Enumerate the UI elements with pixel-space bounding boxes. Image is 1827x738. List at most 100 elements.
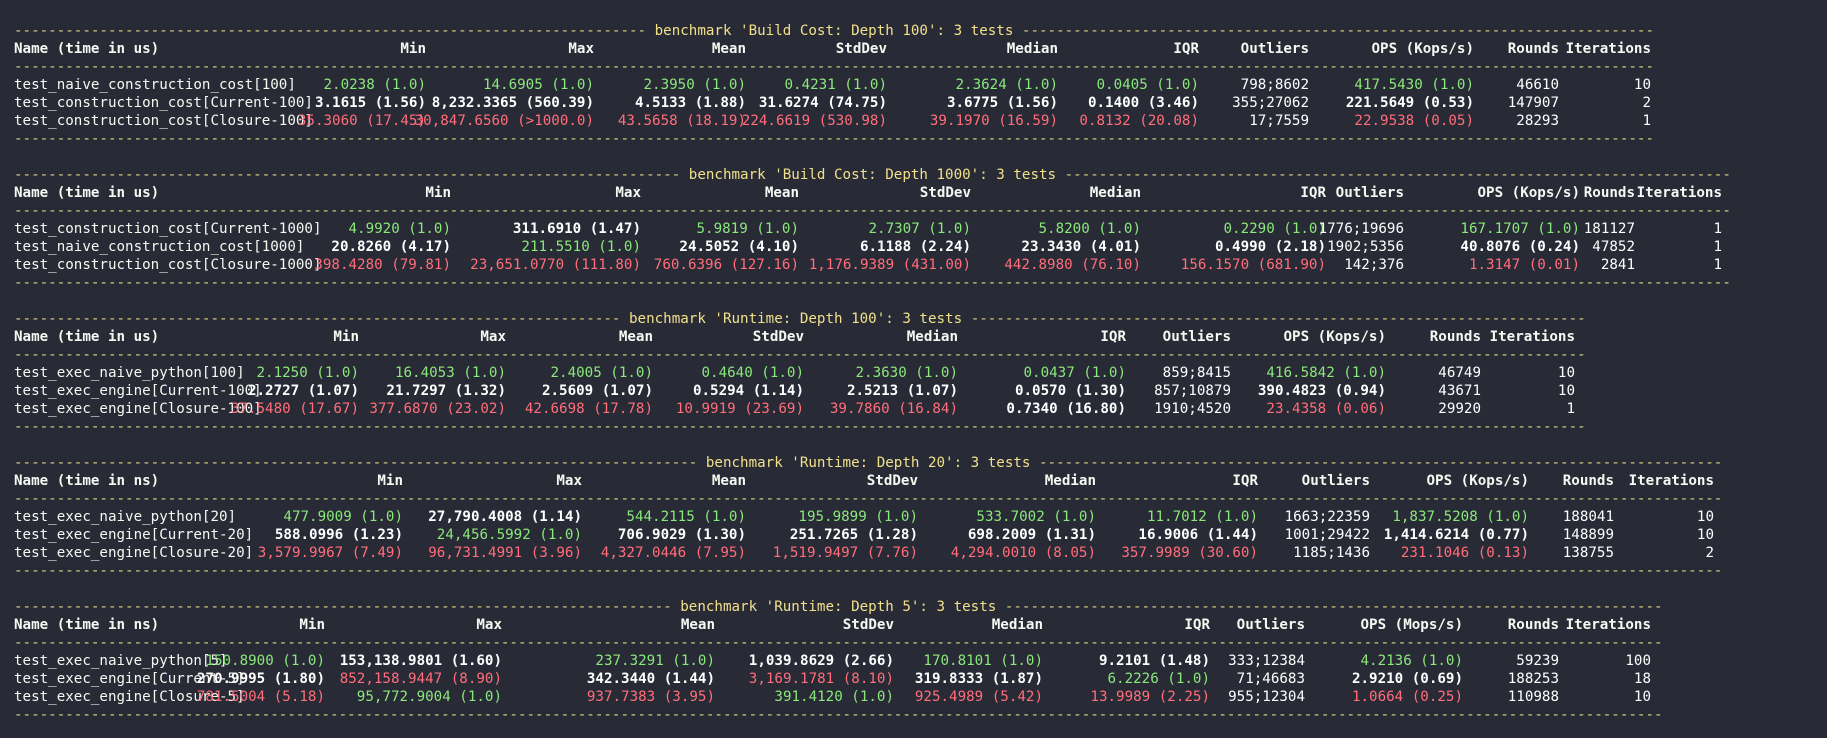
metric-value: 150.8900 (1.0) bbox=[205, 653, 325, 669]
metric-value: 43671 bbox=[1438, 383, 1481, 399]
column-header: Min bbox=[333, 329, 359, 345]
metric-value: 40.8076 (0.24) bbox=[1460, 239, 1580, 255]
metric-value: 59239 bbox=[1516, 653, 1559, 669]
column-header: Outliers bbox=[1162, 329, 1231, 345]
metric-value: 0.8132 (20.08) bbox=[1079, 113, 1199, 129]
metric-value: 442.8980 (76.10) bbox=[1004, 257, 1141, 273]
rule-right: ----------------------------------------… bbox=[1064, 167, 1731, 183]
metric-value: 1663;22359 bbox=[1284, 509, 1370, 525]
column-header: Median bbox=[1089, 185, 1141, 201]
metric-value: 0.4640 (1.0) bbox=[701, 365, 805, 381]
metric-value: 1 bbox=[1566, 401, 1575, 417]
table-header-row: Name (time in us) Min Max Mean StdDev Median I… bbox=[14, 184, 1736, 202]
benchmark-title: benchmark 'Runtime: Depth 20': 3 tests bbox=[697, 455, 1039, 471]
table-row: test_exec_engine[Closure-20] 3,579.9967 (… bbox=[14, 544, 1728, 562]
block-title-rule: ----------------------------------------… bbox=[14, 22, 1654, 40]
metric-value: 1001;29422 bbox=[1284, 527, 1370, 543]
metric-value: 2.9210 (0.69) bbox=[1351, 671, 1463, 687]
metric-value: 156.1570 (681.90) bbox=[1180, 257, 1326, 273]
metric-value: 11.7012 (1.0) bbox=[1146, 509, 1258, 525]
metric-value: 28293 bbox=[1516, 113, 1559, 129]
metric-value: 1.3147 (0.01) bbox=[1468, 257, 1580, 273]
metric-value: 1,039.8629 (2.66) bbox=[748, 653, 894, 669]
table-row: test_exec_engine[Current-5] 270.9995 (1.8… bbox=[14, 670, 1665, 688]
column-header: Rounds bbox=[1583, 185, 1635, 201]
metric-value: 10.9919 (23.69) bbox=[675, 401, 804, 417]
metric-value: 706.9029 (1.30) bbox=[617, 527, 746, 543]
metric-value: 142;376 bbox=[1344, 257, 1404, 273]
metric-value: 251.7265 (1.28) bbox=[789, 527, 918, 543]
column-header: OPS (Kops/s) bbox=[1426, 473, 1530, 489]
metric-value: 138755 bbox=[1562, 545, 1614, 561]
table-row: test_construction_cost[Closure-1000] 398.… bbox=[14, 256, 1736, 274]
metric-value: 10 bbox=[1633, 689, 1651, 705]
metric-value: 2.1250 (1.0) bbox=[256, 365, 360, 381]
metric-value: 23,651.0770 (111.80) bbox=[470, 257, 641, 273]
metric-value: 937.7383 (3.95) bbox=[586, 689, 715, 705]
metric-value: 16.9006 (1.44) bbox=[1138, 527, 1258, 543]
metric-value: 0.5294 (1.14) bbox=[692, 383, 804, 399]
metric-value: 188253 bbox=[1507, 671, 1559, 687]
metric-value: 23.3430 (4.01) bbox=[1021, 239, 1141, 255]
table-header-row: Name (time in ns) Min Max Mean StdDev Median I… bbox=[14, 616, 1665, 634]
column-header: OPS (Mops/s) bbox=[1360, 617, 1464, 633]
metric-value: 0.0405 (1.0) bbox=[1096, 77, 1200, 93]
test-name: test_exec_engine[Current-100] bbox=[14, 383, 262, 399]
metric-value: 22.9538 (0.05) bbox=[1354, 113, 1474, 129]
test-name: test_construction_cost[Current-1000] bbox=[14, 221, 322, 237]
test-name: test_exec_engine[Closure-5] bbox=[14, 689, 245, 705]
column-header: Outliers bbox=[1240, 41, 1309, 57]
metric-value: 17;7559 bbox=[1249, 113, 1309, 129]
metric-value: 153,138.9801 (1.60) bbox=[339, 653, 502, 669]
metric-value: 955;12304 bbox=[1228, 689, 1305, 705]
metric-value: 42.6698 (17.78) bbox=[524, 401, 653, 417]
column-header: Min bbox=[400, 41, 426, 57]
metric-value: 2.4005 (1.0) bbox=[550, 365, 654, 381]
metric-value: 23.4358 (0.06) bbox=[1266, 401, 1386, 417]
metric-value: 221.5649 (0.53) bbox=[1345, 95, 1474, 111]
table-header-row: Name (time in ns) Min Max Mean StdDev Median I… bbox=[14, 472, 1728, 490]
metric-value: 39.7860 (16.84) bbox=[829, 401, 958, 417]
footer-rule: ----------------------------------------… bbox=[14, 707, 1663, 723]
metric-value: 5.8200 (1.0) bbox=[1038, 221, 1142, 237]
metric-value: 4.2136 (1.0) bbox=[1360, 653, 1464, 669]
table-row: test_exec_naive_python[100] 2.1250 (1.0) 1… bbox=[14, 364, 1589, 382]
metric-value: 1,414.6214 (0.77) bbox=[1383, 527, 1529, 543]
header-rule: ----------------------------------------… bbox=[14, 59, 1654, 75]
test-name: test_naive_construction_cost[1000] bbox=[14, 239, 305, 255]
metric-value: 2841 bbox=[1600, 257, 1635, 273]
header-rule: ----------------------------------------… bbox=[14, 635, 1663, 651]
metric-value: 3.6775 (1.56) bbox=[946, 95, 1058, 111]
metric-value: 857;10879 bbox=[1154, 383, 1231, 399]
metric-value: 18 bbox=[1633, 671, 1651, 687]
test-name: test_exec_engine[Closure-100] bbox=[14, 401, 262, 417]
table-header-row: Name (time in us) Min Max Mean StdDev Median I… bbox=[14, 40, 1664, 58]
footer-rule: ----------------------------------------… bbox=[14, 563, 1723, 579]
column-header: IQR bbox=[1184, 617, 1210, 633]
metric-value: 195.9899 (1.0) bbox=[798, 509, 918, 525]
header-rule: ----------------------------------------… bbox=[14, 491, 1723, 507]
metric-value: 30,847.6560 (>1000.0) bbox=[414, 113, 594, 129]
metric-value: 588.0996 (1.23) bbox=[274, 527, 403, 543]
test-name: test_construction_cost[Current-100] bbox=[14, 95, 313, 111]
metric-value: 10 bbox=[1696, 509, 1714, 525]
metric-value: 798;8602 bbox=[1240, 77, 1309, 93]
column-header: Max bbox=[480, 329, 506, 345]
metric-value: 398.4280 (79.81) bbox=[314, 257, 451, 273]
metric-value: 2.5213 (1.07) bbox=[846, 383, 958, 399]
column-header: Median bbox=[906, 329, 958, 345]
metric-value: 39.1970 (16.59) bbox=[929, 113, 1058, 129]
metric-value: 21.7297 (1.32) bbox=[386, 383, 506, 399]
column-header: Iterations bbox=[1565, 617, 1651, 633]
rule-left: ----------------------------------------… bbox=[14, 311, 621, 327]
metric-value: 13.9989 (2.25) bbox=[1090, 689, 1210, 705]
metric-value: 0.0570 (1.30) bbox=[1014, 383, 1126, 399]
metric-value: 27,790.4008 (1.14) bbox=[428, 509, 582, 525]
metric-value: 2 bbox=[1642, 95, 1651, 111]
test-name: test_exec_engine[Closure-20] bbox=[14, 545, 254, 561]
test-name: test_construction_cost[Closure-1000] bbox=[14, 257, 322, 273]
metric-value: 781.5004 (5.18) bbox=[196, 689, 325, 705]
metric-value: 4,294.0010 (8.05) bbox=[950, 545, 1096, 561]
metric-value: 10 bbox=[1557, 365, 1575, 381]
metric-value: 2.2727 (1.07) bbox=[247, 383, 359, 399]
